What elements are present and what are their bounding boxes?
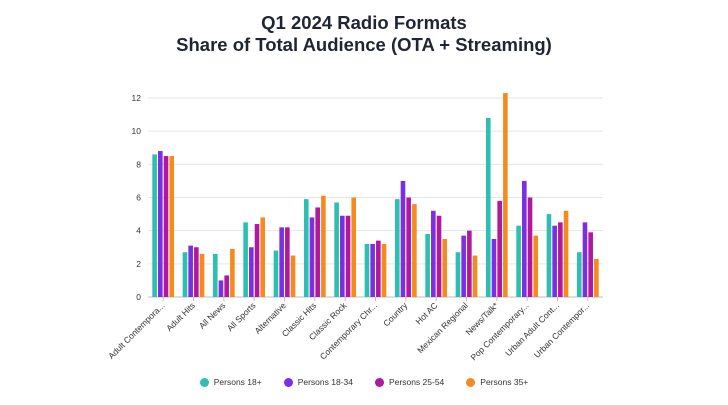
bar-3-8	[376, 240, 381, 297]
legend-swatch	[375, 377, 384, 387]
bar-3-5	[285, 227, 290, 297]
bar-2-4	[249, 247, 254, 297]
legend-item-1: Persons 18+	[199, 377, 262, 387]
legend-item-3: Persons 25-54	[375, 377, 444, 387]
y-tick-label: 2	[136, 259, 141, 269]
legend-label: Persons 18+	[213, 377, 262, 387]
bar-4-7	[351, 197, 357, 297]
bar-1-13	[516, 225, 521, 297]
bar-3-7	[345, 215, 351, 297]
bar-4-6	[321, 195, 326, 297]
bar-3-15	[588, 232, 593, 297]
x-tick-label: Contemporary Chr...	[318, 300, 379, 361]
bar-2-6	[309, 217, 315, 297]
bar-4-4	[260, 217, 266, 297]
x-tick-label: Urban Adult Cont...	[503, 300, 561, 358]
y-tick-label: 0	[136, 292, 141, 302]
bar-3-10	[436, 215, 442, 297]
bar-3-4	[254, 224, 260, 297]
legend-swatch	[466, 377, 476, 387]
bar-3-14	[558, 222, 563, 297]
legend-item-2: Persons 18-34	[283, 377, 353, 387]
bar-2-11	[461, 235, 466, 297]
bar-4-3	[230, 248, 235, 297]
bar-3-6	[315, 207, 320, 297]
bar-1-8	[364, 243, 370, 297]
bar-4-9	[412, 204, 417, 297]
y-tick-label: 4	[136, 226, 141, 236]
bar-1-15	[576, 252, 582, 297]
bar-2-13	[522, 180, 527, 297]
bar-4-15	[594, 258, 599, 297]
chart-title-line-1: Q1 2024 Radio Formats	[261, 12, 467, 33]
bar-1-12	[485, 117, 491, 298]
chart-title-line-2: Share of Total Audience (OTA + Streaming…	[176, 34, 552, 55]
bar-3-9	[406, 197, 411, 297]
x-tick-label: Adult Hits	[164, 300, 197, 333]
bar-3-1	[163, 156, 169, 297]
bar-4-8	[381, 243, 387, 297]
x-tick-label: Pop Contemporary...	[468, 300, 530, 362]
x-tick-label: Country	[381, 300, 410, 329]
bar-2-2	[188, 245, 193, 297]
x-tick-label: All News	[197, 300, 227, 330]
y-tick-label: 8	[136, 159, 141, 169]
legend-label: Persons 25-54	[389, 377, 445, 387]
bar-2-3	[218, 280, 224, 297]
bar-3-3	[224, 275, 229, 297]
bar-1-2	[182, 252, 188, 297]
bar-4-12	[503, 93, 508, 298]
x-tick-label: Hot AC	[413, 300, 439, 326]
bar-1-10	[425, 233, 430, 297]
bar-3-12	[497, 200, 502, 297]
bar-1-11	[455, 252, 461, 297]
bar-2-7	[340, 215, 345, 297]
bar-3-11	[467, 230, 472, 297]
bar-1-14	[546, 214, 552, 297]
y-tick-label: 6	[136, 193, 141, 203]
bar-1-6	[303, 199, 309, 297]
bar-1-4	[243, 222, 248, 297]
legend-swatch	[283, 377, 293, 387]
bar-1-9	[394, 199, 400, 297]
y-tick-label: 10	[132, 126, 142, 136]
x-tick-label: Adult Contempora...	[106, 300, 167, 361]
bar-4-11	[472, 255, 478, 297]
bar-1-7	[334, 202, 339, 297]
bar-2-5	[279, 227, 284, 297]
legend-label: Persons 18-34	[297, 377, 353, 387]
bar-4-14	[563, 210, 569, 297]
bar-3-2	[194, 247, 199, 297]
bar-1-1	[152, 154, 157, 297]
x-tick-label: Urban Contempor...	[532, 300, 592, 360]
bar-2-9	[400, 180, 406, 297]
bar-3-13	[527, 197, 533, 297]
bar-4-13	[533, 235, 539, 297]
bar-2-15	[582, 222, 588, 297]
bar-4-1	[169, 156, 175, 297]
bar-4-5	[290, 255, 296, 297]
legend-swatch	[199, 377, 209, 387]
legend-label: Persons 35+	[480, 377, 529, 387]
bar-2-1	[158, 151, 163, 297]
bar-1-3	[212, 253, 218, 297]
bar-2-12	[491, 238, 497, 297]
y-tick-label: 12	[132, 93, 142, 103]
bar-2-8	[370, 243, 375, 297]
chart-legend: Persons 18+ Persons 18-34 Persons 25-54 Per…	[0, 377, 728, 387]
legend-item-4: Persons 35+	[466, 377, 528, 387]
bar-1-5	[273, 250, 279, 297]
bar-2-14	[552, 225, 557, 297]
bar-2-10	[431, 210, 436, 297]
bar-4-2	[199, 253, 205, 297]
bar-4-10	[442, 238, 448, 297]
